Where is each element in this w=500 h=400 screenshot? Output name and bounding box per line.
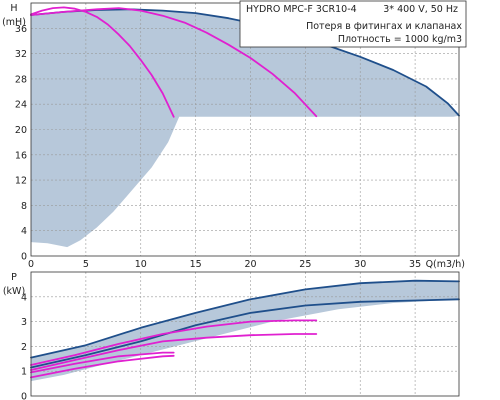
power-curve-4	[30, 354, 175, 379]
head-x-tick-label: 5	[83, 259, 89, 270]
head-y-tick-label: 36	[15, 24, 27, 35]
head-x-axis-unit: Q(m3/h)	[426, 259, 465, 270]
head-curve-3	[30, 7, 318, 118]
product-name: HYDRO MPC-F 3CR10-4	[246, 4, 357, 15]
head-x-tick-label: 30	[354, 259, 366, 270]
head-x-tick-label: 25	[299, 259, 311, 270]
power-chart: 0 1 2 3 4P (kW)	[3, 271, 460, 400]
power-y-tick-label: 3	[21, 317, 27, 328]
head-y-tick-label: 0	[21, 252, 27, 263]
head-y-axis-unit: (mH)	[2, 17, 26, 28]
head-y-tick-label: 8	[21, 201, 27, 212]
power-y-tick-label: 4	[21, 292, 27, 303]
head-x-tick-label: 20	[244, 259, 256, 270]
info-box: HYDRO MPC-F 3CR10-4 3* 400 V, 50 Hz Поте…	[239, 0, 467, 48]
head-y-tick-label: 16	[15, 150, 27, 161]
head-y-tick-label: 4	[21, 226, 27, 237]
power-plot-frame	[30, 271, 460, 397]
head-y-axis-label: H	[10, 3, 17, 14]
head-chart: 0 4 8 12 16 20 24 28 32 36 0 5 10 15 20 25 30 35 Q(m3/h) H (…	[2, 2, 465, 270]
fittings-loss-note: Потеря в фитингах и клапанах	[306, 21, 462, 32]
head-x-tick-label: 15	[190, 259, 202, 270]
head-operating-area	[31, 9, 459, 248]
power-curve-1	[30, 279, 460, 359]
head-x-tick-label: 0	[28, 259, 34, 270]
power-operating-area	[31, 280, 459, 382]
head-y-tick-label: 32	[15, 49, 27, 60]
head-y-tick-label: 20	[15, 125, 27, 136]
power-curve-3	[30, 333, 318, 371]
power-y-tick-label: 1	[21, 367, 27, 378]
head-x-tick-label: 10	[135, 259, 147, 270]
power-y-tick-label: 2	[21, 342, 27, 353]
head-x-tick-label: 35	[409, 259, 421, 270]
head-curve-2	[30, 6, 175, 118]
power-y-tick-label: 0	[21, 392, 27, 400]
power-curve-5	[30, 319, 318, 366]
power-y-axis-unit: (kW)	[3, 286, 25, 297]
info-box-frame	[239, 0, 467, 48]
head-y-tick-label: 24	[15, 100, 27, 111]
head-y-tick-label: 12	[15, 176, 27, 187]
power-y-axis-label: P	[11, 272, 17, 283]
power-curve-2	[30, 298, 460, 369]
power-curve-6	[30, 351, 175, 374]
supply-spec: 3* 400 V, 50 Hz	[383, 4, 458, 15]
density-note: Плотность = 1000 kg/m3	[338, 34, 462, 45]
head-y-tick-label: 28	[15, 74, 27, 85]
